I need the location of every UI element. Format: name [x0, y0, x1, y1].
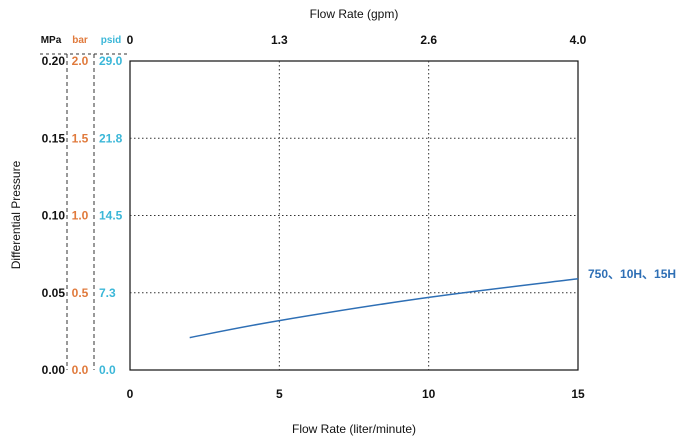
x2-tick-label: 2.6 — [420, 33, 437, 47]
x2-axis-title: Flow Rate (gpm) — [310, 7, 399, 21]
y-tick-label-mpa: 0.00 — [42, 363, 66, 377]
series-label: 750、10H、15H — [588, 267, 676, 281]
y-tick-label-bar: 1.5 — [72, 131, 89, 145]
unit-header-psid: psid — [101, 35, 122, 46]
y-tick-label-psid: 7.3 — [99, 286, 116, 300]
y-tick-label-psid: 0.0 — [99, 363, 116, 377]
x-tick-label: 0 — [127, 387, 134, 401]
grid-layer — [130, 61, 578, 370]
y-tick-label-mpa: 0.20 — [42, 54, 66, 68]
x-tick-label: 10 — [422, 387, 436, 401]
y-tick-label-psid: 29.0 — [99, 54, 123, 68]
y-tick-label-mpa: 0.05 — [42, 286, 66, 300]
y-tick-label-bar: 2.0 — [72, 54, 89, 68]
y-tick-label-mpa: 0.15 — [42, 131, 66, 145]
y-tick-label-bar: 1.0 — [72, 209, 89, 223]
y-tick-label-psid: 21.8 — [99, 131, 123, 145]
y-tick-label-bar: 0.0 — [72, 363, 89, 377]
unit-header-bar: bar — [72, 35, 88, 46]
x-tick-label: 5 — [276, 387, 283, 401]
x2-tick-label: 0 — [127, 33, 134, 47]
y-tick-label-psid: 14.5 — [99, 209, 123, 223]
tick-layer: 0 5 10 15 0 1.3 2.6 4.0 0.00 0.05 0.10 0.15 0.20 0.0 0… — [42, 33, 587, 401]
x-axis-title: Flow Rate (liter/minute) — [292, 422, 416, 436]
series-line — [189, 278, 579, 339]
x2-tick-label: 4.0 — [570, 33, 587, 47]
y-tick-label-bar: 0.5 — [72, 286, 89, 300]
y-tick-label-mpa: 0.10 — [42, 209, 66, 223]
unit-header-mpa: MPa — [41, 35, 62, 46]
series-layer: 750、10H、15H — [189, 267, 676, 339]
y-axis-title: Differential Pressure — [9, 160, 23, 269]
x2-tick-label: 1.3 — [271, 33, 288, 47]
x-tick-label: 15 — [571, 387, 585, 401]
